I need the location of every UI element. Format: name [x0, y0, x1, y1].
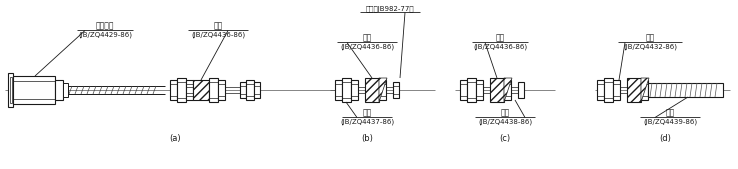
Bar	[627, 78, 641, 102]
Text: (JB/ZQ4436-86): (JB/ZQ4436-86)	[340, 43, 394, 50]
Bar	[254, 82, 260, 98]
Text: (d): (d)	[659, 134, 671, 143]
Bar	[218, 80, 225, 100]
Bar	[240, 82, 246, 98]
Text: 胶管接头: 胶管接头	[96, 21, 114, 30]
Bar	[335, 80, 342, 100]
Text: (JB/ZQ4437-86): (JB/ZQ4437-86)	[340, 118, 394, 125]
Bar	[170, 80, 177, 100]
Bar	[365, 78, 379, 102]
Bar	[13, 76, 55, 104]
Bar	[209, 78, 218, 102]
Text: (JB/ZQ4439-86): (JB/ZQ4439-86)	[643, 118, 697, 125]
Polygon shape	[379, 78, 387, 102]
Bar	[63, 83, 68, 97]
Text: (JB/ZQ4436-86): (JB/ZQ4436-86)	[191, 31, 245, 38]
Text: (a): (a)	[169, 134, 181, 143]
Bar	[460, 80, 467, 100]
Bar	[379, 80, 386, 100]
Bar	[177, 78, 186, 102]
Bar	[490, 78, 504, 102]
Text: 坤圈（JB982-77）: 坤圈（JB982-77）	[366, 5, 414, 12]
Polygon shape	[641, 78, 649, 102]
Text: 螺母: 螺母	[500, 108, 510, 117]
Text: 坤圈: 坤圈	[495, 33, 505, 42]
Bar	[8, 73, 13, 107]
Bar	[518, 82, 524, 98]
Bar	[604, 78, 613, 102]
Bar	[504, 80, 511, 100]
Text: (c): (c)	[500, 134, 511, 143]
Bar	[648, 83, 723, 97]
Text: 螺母: 螺母	[645, 33, 655, 42]
Text: (JB/ZQ4436-86): (JB/ZQ4436-86)	[473, 43, 527, 50]
Bar	[467, 78, 476, 102]
Bar	[193, 80, 209, 100]
Text: 接头: 接头	[362, 108, 372, 117]
Bar	[246, 80, 254, 100]
Text: 接管: 接管	[666, 108, 675, 117]
Bar	[342, 78, 351, 102]
Bar	[641, 80, 648, 100]
Polygon shape	[504, 78, 512, 102]
Bar	[476, 80, 483, 100]
Text: 垒圈: 垒圈	[362, 33, 372, 42]
Text: (JB/ZQ4429-86): (JB/ZQ4429-86)	[78, 31, 132, 38]
Bar	[351, 80, 358, 100]
Text: (b): (b)	[361, 134, 373, 143]
Text: 垒圈: 垒圈	[213, 21, 223, 30]
Bar	[186, 80, 193, 100]
Text: (JB/ZQ4432-86): (JB/ZQ4432-86)	[623, 43, 677, 50]
Bar	[55, 80, 63, 100]
Bar	[613, 80, 620, 100]
Bar	[393, 82, 399, 98]
Text: (JB/ZQ4438-86): (JB/ZQ4438-86)	[478, 118, 532, 125]
Bar	[597, 80, 604, 100]
Bar	[10, 77, 12, 103]
